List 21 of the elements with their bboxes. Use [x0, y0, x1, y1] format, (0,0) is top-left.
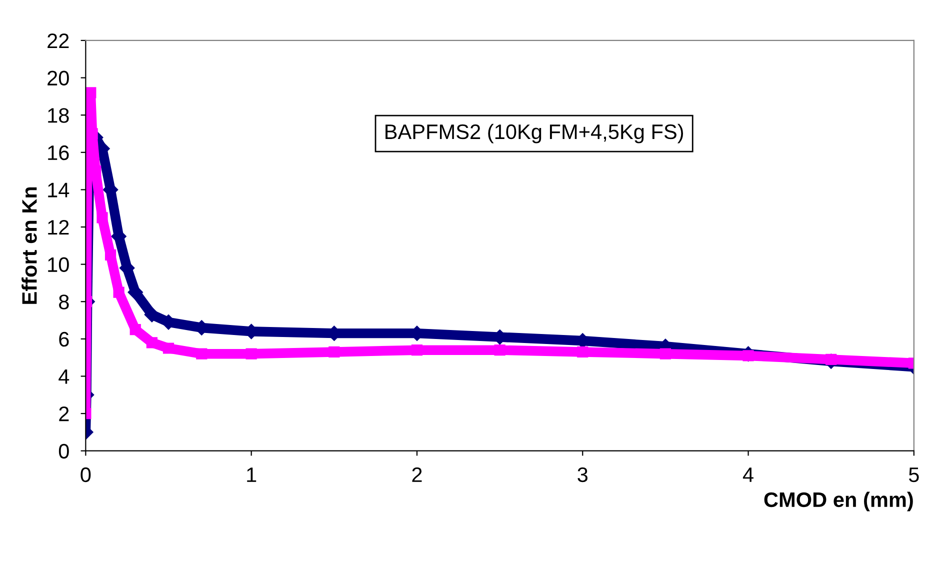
y-tick-label: 8	[59, 294, 69, 310]
y-tick-label: 2	[59, 406, 69, 422]
x-tick-label: 5	[908, 468, 919, 482]
y-tick-label: 10	[48, 257, 69, 272]
y-tick-label: 14	[48, 182, 70, 198]
y-tick-label: 20	[48, 70, 69, 86]
x-tick-label: 3	[578, 467, 588, 482]
y-tick-label: 4	[58, 369, 70, 384]
annotation: BAPFMS2 (10Kg FM+4,5Kg FS)	[386, 124, 684, 144]
x-tick-label: 2	[412, 467, 422, 482]
y-tick-label: 0	[58, 444, 69, 459]
y-tick-label: 18	[48, 108, 69, 123]
x-tick-label: 0	[80, 467, 91, 482]
y-tick-label: 6	[59, 332, 69, 347]
y-tick-label: 22	[48, 33, 69, 48]
y-tick-label: 12	[48, 220, 69, 235]
y-tick-label: 16	[48, 145, 69, 160]
x-tick-label: 1	[247, 468, 256, 482]
y-axis-title: Effort en Kn	[22, 187, 37, 304]
x-axis-title: CMOD en (mm)	[764, 492, 913, 512]
x-tick-label: 4	[742, 468, 754, 482]
